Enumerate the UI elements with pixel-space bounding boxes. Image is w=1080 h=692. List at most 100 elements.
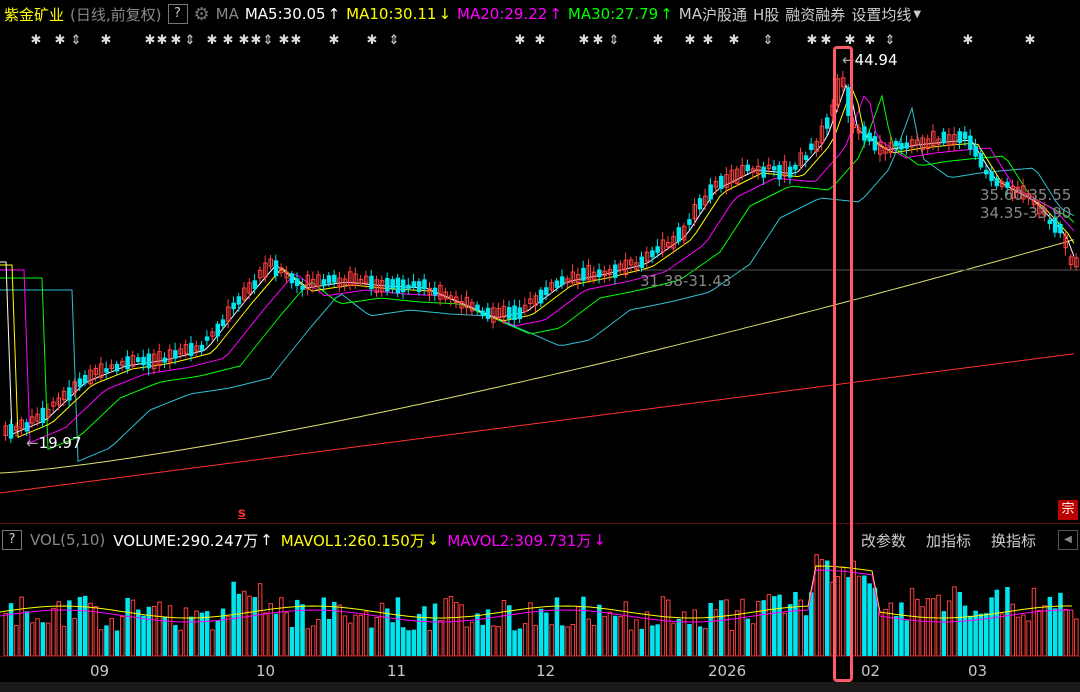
event-marker: ✱: [157, 33, 168, 48]
candle-body: [379, 280, 385, 293]
volume-bar: [1031, 587, 1037, 656]
moving-average-line: [0, 239, 1075, 474]
candle-body: [146, 353, 152, 369]
s-marker-icon[interactable]: s: [238, 506, 246, 521]
volume-bar: [162, 616, 167, 656]
volume-bar: [300, 604, 305, 656]
volume-header: ? VOL(5,10) VOLUME:290.247万 ↑ MAVOL1:260…: [0, 528, 1080, 552]
candle-body: [295, 278, 300, 286]
volume-bar: [602, 615, 607, 656]
volume-bar: [443, 598, 448, 656]
ma5-value: MA5:30.05: [244, 5, 326, 23]
x-axis-label: 02: [861, 662, 881, 680]
candle-body: [925, 138, 931, 149]
volume-bar: [141, 615, 146, 656]
event-marker: ⇕: [885, 33, 896, 48]
volume-bar: [432, 603, 438, 656]
volume-bar: [787, 604, 793, 656]
volume-bar: [379, 602, 385, 656]
volume-bar: [878, 611, 883, 656]
volume-bar: [597, 604, 602, 656]
volume-bar: [24, 611, 30, 656]
candle-body: [109, 364, 114, 369]
expand-icon[interactable]: ◀: [1058, 530, 1078, 550]
candle-body: [369, 275, 374, 290]
volume-bar: [1021, 614, 1026, 656]
volume-help-button[interactable]: ?: [2, 530, 22, 550]
volume-bar: [681, 611, 687, 656]
volume-bar: [98, 629, 104, 656]
candle-body: [936, 138, 941, 145]
volume-bar: [766, 594, 772, 656]
candle-body: [93, 367, 99, 376]
volume-bar: [666, 599, 671, 656]
candle-body: [989, 171, 994, 181]
candle-body: [475, 304, 480, 311]
volume-bar: [263, 612, 268, 656]
ma-settings-button[interactable]: 设置均线: [851, 5, 912, 24]
volume-bar: [189, 616, 194, 656]
zong-marker-icon[interactable]: 宗: [1058, 500, 1078, 520]
volume-value: VOLUME:290.247万: [113, 531, 259, 550]
volume-bar: [565, 626, 570, 656]
volume-bar: [496, 626, 501, 656]
volume-bar: [1047, 596, 1053, 656]
volume-bar: [289, 627, 295, 656]
candle-body: [952, 134, 957, 145]
volume-bar: [819, 559, 825, 656]
volume-bar: [989, 597, 994, 656]
margin-button[interactable]: 融资融券: [785, 5, 846, 24]
volume-bar: [321, 597, 326, 656]
candle-body: [729, 169, 735, 183]
candle-body: [88, 369, 93, 385]
volume-bar: [199, 612, 205, 656]
candle-body: [713, 180, 719, 188]
volume-bar: [157, 601, 162, 656]
ma-label[interactable]: MA: [215, 5, 239, 23]
add-indicator-button[interactable]: 加指标: [926, 532, 972, 550]
candle-body: [51, 401, 56, 407]
candle-body: [310, 278, 316, 288]
mavol1-arrow-icon: ↓: [426, 531, 440, 549]
candle-body: [326, 275, 332, 284]
edit-params-button[interactable]: 改参数: [861, 532, 907, 550]
x-axis-label: 03: [968, 662, 988, 680]
moving-average-line: [0, 95, 1075, 444]
candle-body: [586, 265, 591, 281]
volume-bar: [475, 613, 480, 656]
event-marker: ✱: [845, 33, 856, 48]
volume-arrow-icon: ↑: [260, 531, 273, 549]
candle-body: [114, 363, 120, 372]
candle-body: [538, 289, 544, 304]
candle-body: [867, 132, 872, 142]
candle-body: [862, 126, 867, 141]
event-marker: ✱: [239, 33, 250, 48]
candle-body: [438, 284, 443, 300]
volume-bar: [628, 629, 634, 656]
candle-body: [183, 344, 189, 355]
candle-body: [782, 161, 788, 177]
volume-bar: [268, 603, 273, 656]
candle-body: [777, 164, 782, 180]
volume-bar: [544, 612, 549, 656]
volume-bar: [242, 590, 247, 656]
bottom-tab-strip[interactable]: [0, 682, 1080, 692]
low-price-label: ←19.97: [26, 434, 82, 452]
event-markers[interactable]: ✱ ✱ ⇕ ✱ ✱ ✱ ✱ ⇕ ✱ ✱ ✱ ✱ ⇕ ✱ ✱ ✱ ✱ ⇕ ✱ ✱ ✱ ✱ ⇕ ✱ ✱ ✱ ✱ ⇕ ✱ ✱ ✱ ✱ ⇕ ✱ ✱: [0, 30, 1080, 50]
volume-bar: [793, 592, 798, 656]
settings-gear-icon[interactable]: ⚙: [193, 3, 210, 25]
candle-body: [575, 274, 581, 284]
candle-body: [1021, 185, 1026, 200]
dropdown-icon[interactable]: ▼: [913, 8, 922, 20]
hgt-button[interactable]: 沪股通: [702, 5, 748, 24]
candle-body: [549, 282, 554, 291]
hk-button[interactable]: H股: [753, 5, 780, 24]
help-button[interactable]: ?: [167, 4, 188, 24]
event-marker: ✱: [807, 33, 818, 48]
switch-indicator-button[interactable]: 换指标: [991, 532, 1037, 550]
candle-body: [491, 307, 496, 323]
candle-body: [316, 274, 321, 287]
candlestick-chart[interactable]: [0, 48, 1080, 523]
volume-chart[interactable]: [0, 552, 1080, 656]
candle-body: [803, 155, 809, 161]
